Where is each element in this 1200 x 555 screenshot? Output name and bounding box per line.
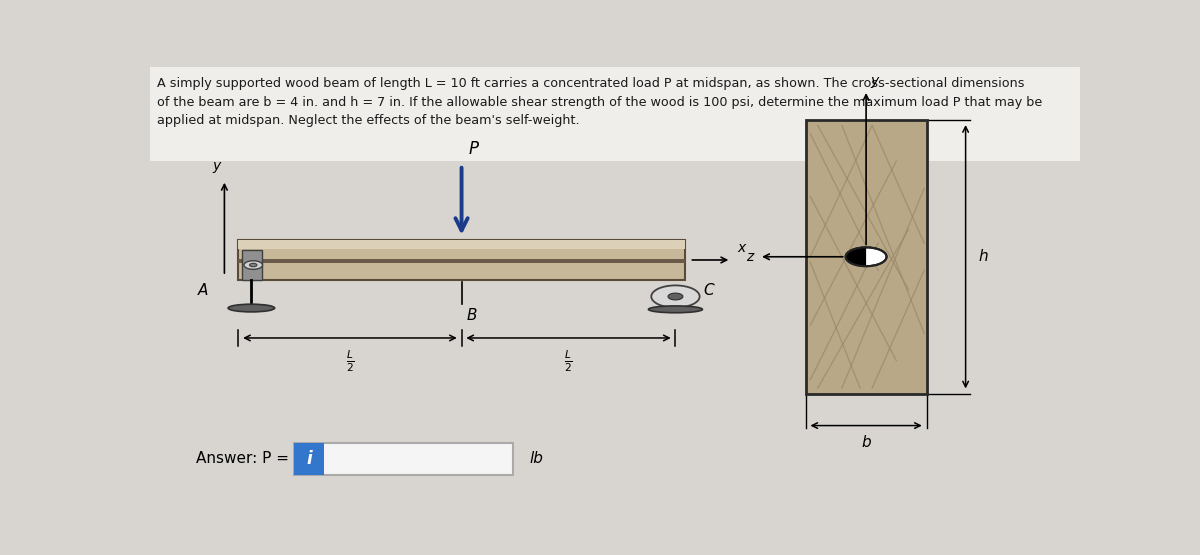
FancyBboxPatch shape <box>294 443 324 475</box>
Text: $\frac{L}{2}$: $\frac{L}{2}$ <box>346 349 354 374</box>
Bar <box>150 67 1080 160</box>
Text: y: y <box>871 74 878 88</box>
Text: y: y <box>212 159 221 173</box>
Bar <box>241 250 262 280</box>
Text: A simply supported wood beam of length L = 10 ft carries a concentrated load P a: A simply supported wood beam of length L… <box>157 77 1043 127</box>
Text: $\frac{L}{2}$: $\frac{L}{2}$ <box>564 349 572 374</box>
Text: lb: lb <box>529 451 544 466</box>
Text: A: A <box>198 284 209 299</box>
Text: B: B <box>467 308 476 323</box>
Circle shape <box>846 248 887 266</box>
Text: P: P <box>469 140 479 159</box>
Wedge shape <box>846 248 866 266</box>
Text: x: x <box>738 241 746 255</box>
Ellipse shape <box>228 304 275 312</box>
Text: i: i <box>306 450 312 468</box>
Bar <box>294 443 512 475</box>
Ellipse shape <box>648 306 702 313</box>
Text: h: h <box>979 249 989 264</box>
Text: z: z <box>746 250 754 264</box>
Circle shape <box>652 285 700 307</box>
Bar <box>239 259 685 263</box>
Bar <box>239 240 685 280</box>
Circle shape <box>250 263 257 267</box>
Text: Answer: P =: Answer: P = <box>197 451 294 466</box>
Circle shape <box>668 293 683 300</box>
Text: b: b <box>862 435 871 450</box>
Bar <box>239 240 685 249</box>
Circle shape <box>244 261 263 269</box>
Bar <box>805 120 926 393</box>
Text: C: C <box>703 284 714 299</box>
